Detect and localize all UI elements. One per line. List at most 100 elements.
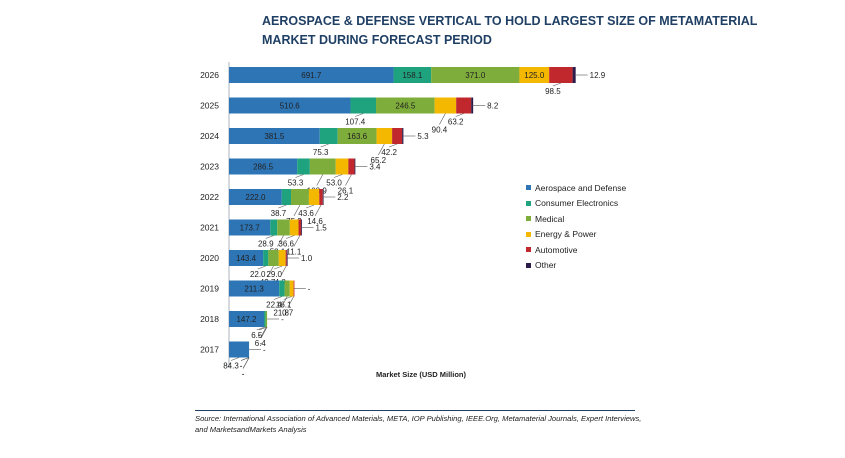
data-label: 125.0 bbox=[524, 71, 545, 80]
label-leader bbox=[279, 265, 287, 278]
data-label: 22.0 bbox=[250, 270, 266, 279]
bar-segment bbox=[431, 67, 520, 83]
data-label: - bbox=[260, 339, 263, 348]
legend-item: Medical bbox=[526, 211, 626, 227]
bar-segment bbox=[263, 250, 269, 266]
bar-segment bbox=[393, 67, 432, 83]
bar-segment bbox=[434, 97, 457, 114]
data-label: 22.4 bbox=[266, 301, 282, 310]
bar-segment bbox=[229, 158, 298, 175]
bar-segment bbox=[289, 219, 299, 236]
data-label: 1.5 bbox=[316, 224, 328, 233]
data-label: - bbox=[308, 285, 311, 294]
data-label: 5.3 bbox=[417, 132, 429, 141]
legend-label: Automotive bbox=[535, 244, 578, 255]
label-leader bbox=[439, 113, 446, 125]
data-label: 222.0 bbox=[245, 193, 266, 202]
data-label: 286.5 bbox=[253, 163, 274, 172]
legend-label: Energy & Power bbox=[535, 229, 597, 240]
bar-segment bbox=[350, 97, 377, 114]
data-label: 0.7 bbox=[282, 309, 294, 318]
label-leader bbox=[256, 326, 265, 331]
data-label: 158.1 bbox=[402, 71, 423, 80]
data-label: - bbox=[263, 346, 266, 355]
bar-segment bbox=[289, 280, 294, 297]
label-leader bbox=[320, 143, 329, 148]
chart-legend: Aerospace and Defense Consumer Electronic… bbox=[526, 180, 626, 273]
source-divider bbox=[195, 410, 635, 411]
category-label: 2023 bbox=[200, 162, 219, 172]
chart-title-line-1: AEROSPACE & DEFENSE VERTICAL TO HOLD LAR… bbox=[262, 14, 758, 28]
label-leader bbox=[295, 174, 304, 178]
label-leader bbox=[257, 265, 266, 270]
label-leader bbox=[230, 357, 240, 361]
label-leader bbox=[345, 174, 352, 186]
bar-segment bbox=[279, 280, 285, 297]
legend-label: Other bbox=[535, 260, 557, 271]
data-label: 6.5 bbox=[251, 331, 263, 340]
label-leader bbox=[274, 265, 283, 270]
label-leader bbox=[283, 296, 292, 300]
data-label: - bbox=[240, 362, 243, 371]
data-label: 38.7 bbox=[271, 209, 287, 218]
data-label: 53.0 bbox=[326, 179, 342, 188]
bar-segment bbox=[319, 189, 323, 205]
data-label: 36.6 bbox=[278, 240, 294, 249]
data-label: 3.4 bbox=[369, 163, 381, 172]
data-label: 371.0 bbox=[465, 71, 486, 80]
label-leader bbox=[293, 204, 301, 217]
data-label: 29.0 bbox=[266, 270, 282, 279]
label-leader bbox=[260, 326, 268, 339]
bar-segment bbox=[264, 311, 266, 327]
data-label: 107.4 bbox=[345, 118, 366, 127]
data-label: 90.4 bbox=[432, 126, 448, 135]
data-label: 2.2 bbox=[337, 193, 349, 202]
label-leader bbox=[355, 113, 364, 117]
bar-segment bbox=[229, 311, 265, 327]
data-label: 43.6 bbox=[298, 209, 314, 218]
legend-swatch bbox=[526, 216, 531, 222]
label-leader bbox=[316, 174, 324, 186]
category-label: 2024 bbox=[200, 131, 219, 141]
legend-swatch bbox=[526, 185, 531, 191]
data-label: 16.1 bbox=[276, 301, 292, 310]
data-label: - bbox=[242, 370, 245, 379]
data-label: 6.4 bbox=[255, 339, 267, 348]
data-label: - bbox=[240, 362, 243, 371]
label-leader bbox=[333, 174, 343, 178]
category-label: 2020 bbox=[200, 253, 219, 263]
bar-segment bbox=[268, 250, 279, 266]
bar-segment bbox=[376, 97, 435, 114]
legend-swatch bbox=[526, 231, 531, 237]
bar-segment bbox=[335, 158, 349, 175]
data-label: 691.7 bbox=[301, 71, 322, 80]
source-note: Source: International Association of Adv… bbox=[195, 414, 642, 434]
legend-swatch bbox=[526, 200, 531, 206]
data-label: 381.5 bbox=[264, 132, 285, 141]
bar-segment bbox=[285, 250, 287, 266]
label-leader bbox=[305, 204, 315, 209]
legend-label: Medical bbox=[535, 213, 565, 224]
data-label: 11.1 bbox=[286, 248, 302, 257]
label-leader bbox=[265, 235, 274, 239]
data-label: 21.8 bbox=[273, 309, 289, 318]
label-leader bbox=[455, 113, 464, 117]
bar-segment bbox=[277, 219, 290, 236]
category-label: 2018 bbox=[200, 314, 219, 324]
bar-segment bbox=[270, 219, 278, 236]
data-label: 147.2 bbox=[236, 315, 257, 324]
x-axis-label: Market Size (USD Million) bbox=[376, 370, 467, 379]
bar-segment bbox=[549, 67, 573, 83]
bar-segment bbox=[229, 128, 320, 144]
legend-item: Consumer Electronics bbox=[526, 196, 626, 212]
label-leader bbox=[260, 326, 267, 339]
bar-segment bbox=[265, 311, 268, 327]
data-label: 14.6 bbox=[307, 217, 323, 226]
legend-item: Other bbox=[526, 258, 626, 274]
category-label: 2021 bbox=[200, 223, 219, 233]
data-label: 12.9 bbox=[590, 71, 606, 80]
label-leader bbox=[378, 143, 385, 156]
data-label: - bbox=[242, 370, 245, 379]
legend-item: Automotive bbox=[526, 242, 626, 258]
data-label: 53.3 bbox=[288, 179, 304, 188]
